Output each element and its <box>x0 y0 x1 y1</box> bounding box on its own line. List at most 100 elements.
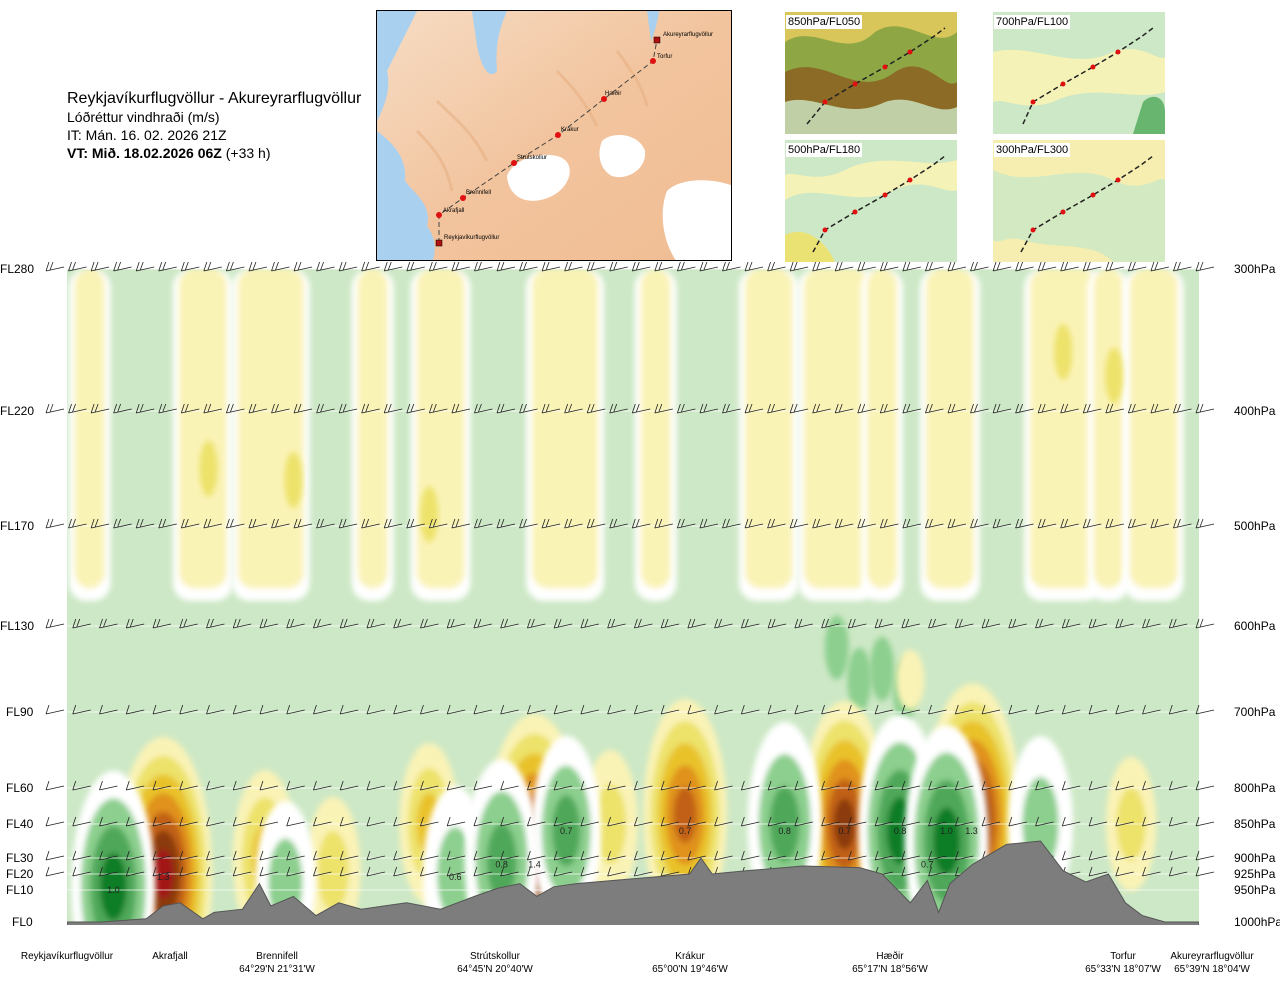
wind-barb-30-13 <box>393 850 412 861</box>
wind-barb-40-0 <box>45 816 65 827</box>
wind-barb-shaft-280-51 <box>1195 266 1215 272</box>
wind-barb-flag-170-7 <box>203 518 208 529</box>
wind-barb-shaft-90-23 <box>661 709 680 715</box>
level-map-500[interactable]: 500hPa/FL180 <box>785 140 957 262</box>
wind-barb-shaft-220-26 <box>632 408 651 414</box>
wind-barb-flag-170-8 <box>226 518 230 529</box>
wind-barb-shaft-280-31 <box>744 266 764 272</box>
wind-barb-flag2-130-42 <box>1172 618 1177 628</box>
wind-barb-220-4 <box>135 403 155 414</box>
wind-barb-flag2-220-34 <box>816 403 821 413</box>
wind-barb-flag2-220-20 <box>500 403 505 413</box>
wind-barb-flag-170-30 <box>722 518 726 529</box>
wind-barb-shaft-60-4 <box>152 785 172 791</box>
wind-barb-shaft-220-14 <box>361 408 380 414</box>
wind-barb-shaft-220-17 <box>429 408 448 414</box>
wind-barb-shaft-20-5 <box>179 871 198 877</box>
wind-barb-flag2-220-44 <box>1041 403 1046 413</box>
wind-barb-flag-170-32 <box>767 518 771 529</box>
wind-barb-280-33 <box>789 261 809 272</box>
wind-barb-flag-30-30 <box>847 850 852 861</box>
wind-barb-flag-130-8 <box>259 618 264 629</box>
wind-barb-flag-130-28 <box>794 618 799 629</box>
wind-barb-flag2-170-36 <box>861 518 866 528</box>
wind-barb-shaft-20-3 <box>126 871 145 877</box>
wind-barb-flag2-280-18 <box>455 261 460 271</box>
wind-barb-shaft-60-24 <box>687 785 706 791</box>
wind-barb-60-43 <box>1195 780 1215 791</box>
wind-barb-90-6 <box>206 704 225 715</box>
wind-barb-flag-90-31 <box>874 704 879 715</box>
wind-barb-shaft-30-6 <box>206 855 225 861</box>
wind-barb-shaft-130-20 <box>580 623 599 629</box>
wind-barb-flag2-280-37 <box>883 261 888 271</box>
wind-barb-shaft-60-30 <box>848 785 867 791</box>
wind-barb-60-31 <box>874 780 894 791</box>
wind-barb-280-28 <box>676 261 696 272</box>
wind-barb-flag2-220-45 <box>1064 403 1069 413</box>
wind-barb-flag-280-51 <box>1195 261 1200 272</box>
wind-barb-flag-40-15 <box>446 816 451 827</box>
wind-barb-shaft-280-35 <box>835 266 854 272</box>
wind-barb-flag-40-31 <box>874 816 879 827</box>
wind-barb-shaft-20-2 <box>99 871 118 877</box>
wind-barb-40-12 <box>366 816 386 827</box>
wind-barb-flag2-130-30 <box>851 618 856 628</box>
value-annotation-11: 1.0 <box>940 826 953 836</box>
wind-barb-280-42 <box>992 261 1012 272</box>
upper-band-fill-12 <box>1093 269 1124 589</box>
wind-barb-130-31 <box>874 618 894 629</box>
wind-barb-90-10 <box>313 704 332 715</box>
wind-barb-flag-40-9 <box>286 816 291 827</box>
wind-barb-shaft-170-16 <box>406 523 425 529</box>
wind-barb-280-26 <box>631 261 651 272</box>
updraft-cell-6 <box>643 699 728 925</box>
wind-barb-60-30 <box>847 780 867 791</box>
wind-barb-130-27 <box>767 618 787 629</box>
value-annotations: 1.01.3 0.60.8 1.40.7 0.7 0.8 0.7 0.80.71.0 1.3 <box>107 826 978 895</box>
wind-barb-shaft-170-32 <box>767 523 786 529</box>
downdraft-cell-7-ring-3 <box>933 807 961 875</box>
wind-barb-40-7 <box>232 816 252 827</box>
wind-barb-flag-90-18 <box>527 704 531 715</box>
wind-barb-shaft-170-45 <box>1060 523 1079 529</box>
wind-barb-shaft-130-3 <box>126 623 145 629</box>
wind-barb-shaft-40-0 <box>45 821 65 827</box>
upper-band-fill-9 <box>867 269 898 589</box>
wind-barb-flag-220-12 <box>316 403 320 414</box>
wind-barb-40-9 <box>286 816 305 827</box>
wind-barb-flag-170-49 <box>1150 518 1155 529</box>
wind-barb-flag2-130-39 <box>1092 618 1097 628</box>
updraft-cell-2-ring-1 <box>317 830 349 911</box>
map-sea-west <box>377 131 435 260</box>
wind-barb-flag-90-3 <box>125 704 130 715</box>
wind-barb-flag-90-17 <box>500 704 505 715</box>
level-map-850[interactable]: 850hPa/FL050 <box>785 12 957 134</box>
wind-barb-shaft-30-27 <box>768 855 787 861</box>
wind-barb-flag-30-20 <box>580 850 585 861</box>
wind-barb-60-8 <box>259 780 279 791</box>
wind-barb-shaft-40-12 <box>366 821 386 827</box>
wind-barb-60-37 <box>1035 780 1054 791</box>
wind-barb-flag-130-42 <box>1168 618 1173 629</box>
wind-barb-40-38 <box>1061 816 1081 827</box>
wind-barb-flag2-280-17 <box>432 261 437 271</box>
wind-barb-flag-220-42 <box>992 403 997 414</box>
wind-barb-flag-280-20 <box>496 261 501 272</box>
wind-barb-shaft-20-33 <box>928 871 947 877</box>
level-map-700[interactable]: 700hPa/FL100 <box>993 12 1165 134</box>
wind-barb-flag2-170-16 <box>410 518 415 528</box>
wind-barb-shaft-280-17 <box>429 266 448 272</box>
pressure-label-800hpa: 800hPa <box>1234 781 1276 795</box>
wind-barb-170-37 <box>879 518 899 529</box>
wind-barb-flag-130-11 <box>339 618 344 629</box>
wind-barb-flag-90-36 <box>1008 704 1013 715</box>
wind-barb-shaft-20-6 <box>206 871 225 877</box>
wind-barb-shaft-220-49 <box>1150 408 1169 414</box>
wind-barb-flag-220-44 <box>1037 403 1042 414</box>
wind-barb-shaft-130-27 <box>768 623 787 629</box>
level-map-300[interactable]: 300hPa/FL300 <box>993 140 1165 262</box>
upper-band-10 <box>919 269 980 601</box>
wind-barb-shaft-40-9 <box>286 821 305 827</box>
wind-barb-flag-90-0 <box>45 704 50 715</box>
